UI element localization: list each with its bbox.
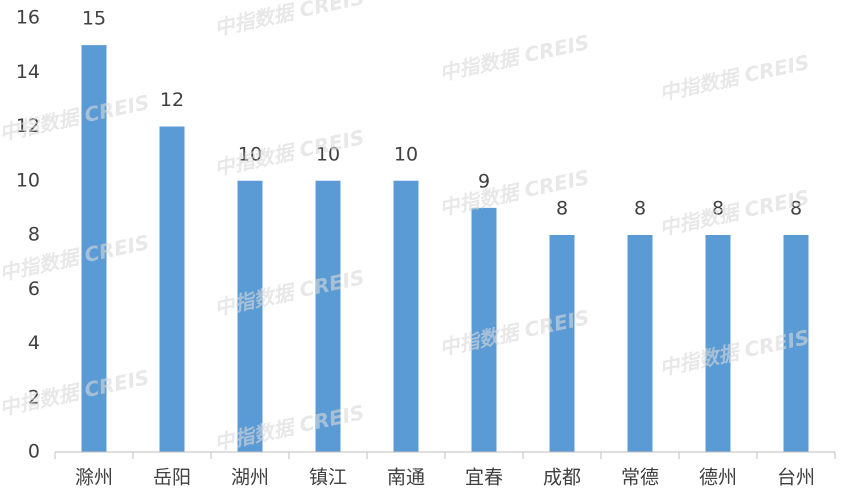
bar (237, 180, 263, 452)
x-tick-label: 南通 (387, 467, 425, 489)
x-tick-label: 常德 (621, 467, 659, 489)
y-tick-label: 6 (28, 278, 40, 300)
y-tick-label: 8 (28, 224, 40, 246)
watermark: 中指数据 CREIS (212, 400, 366, 455)
bar (549, 235, 575, 452)
watermark: 中指数据 CREIS (657, 185, 811, 240)
x-tick-label: 滁州 (75, 467, 113, 489)
data-label: 12 (160, 89, 184, 111)
x-tick-label: 宜春 (465, 467, 503, 489)
watermark: 中指数据 CREIS (0, 230, 151, 285)
watermark: 中指数据 CREIS (0, 365, 151, 420)
watermark: 中指数据 CREIS (657, 50, 811, 105)
watermark: 中指数据 CREIS (0, 90, 151, 145)
x-tick-label: 德州 (699, 467, 737, 489)
y-tick-label: 0 (28, 441, 40, 463)
data-label: 8 (712, 198, 724, 220)
watermark: 中指数据 CREIS (212, 125, 366, 180)
y-tick-label: 10 (16, 169, 40, 191)
data-label: 8 (790, 198, 802, 220)
bar (393, 180, 419, 452)
bar (471, 207, 497, 452)
data-label: 10 (316, 143, 340, 165)
y-tick-label: 4 (28, 332, 40, 354)
data-label: 9 (478, 170, 490, 192)
watermark: 中指数据 CREIS (212, 0, 366, 40)
y-tick-label: 12 (16, 115, 40, 137)
bar (783, 235, 809, 452)
bar (627, 235, 653, 452)
bar (81, 45, 107, 452)
data-label: 8 (556, 198, 568, 220)
y-tick-label: 16 (16, 7, 40, 29)
x-tick-label: 台州 (777, 467, 815, 489)
y-tick-label: 14 (16, 61, 40, 83)
bar (159, 126, 185, 452)
x-tick-label: 成都 (543, 467, 581, 489)
data-label: 8 (634, 198, 646, 220)
x-tick-label: 镇江 (309, 467, 347, 489)
x-tick-label: 岳阳 (153, 467, 191, 489)
x-tick-label: 湖州 (231, 467, 269, 489)
bar (705, 235, 731, 452)
bar (315, 180, 341, 452)
watermark: 中指数据 CREIS (437, 165, 591, 220)
data-label: 10 (238, 143, 262, 165)
watermark: 中指数据 CREIS (212, 265, 366, 320)
data-label: 10 (394, 143, 418, 165)
watermark: 中指数据 CREIS (437, 30, 591, 85)
y-tick-label: 2 (28, 386, 40, 408)
data-label: 15 (82, 8, 106, 30)
